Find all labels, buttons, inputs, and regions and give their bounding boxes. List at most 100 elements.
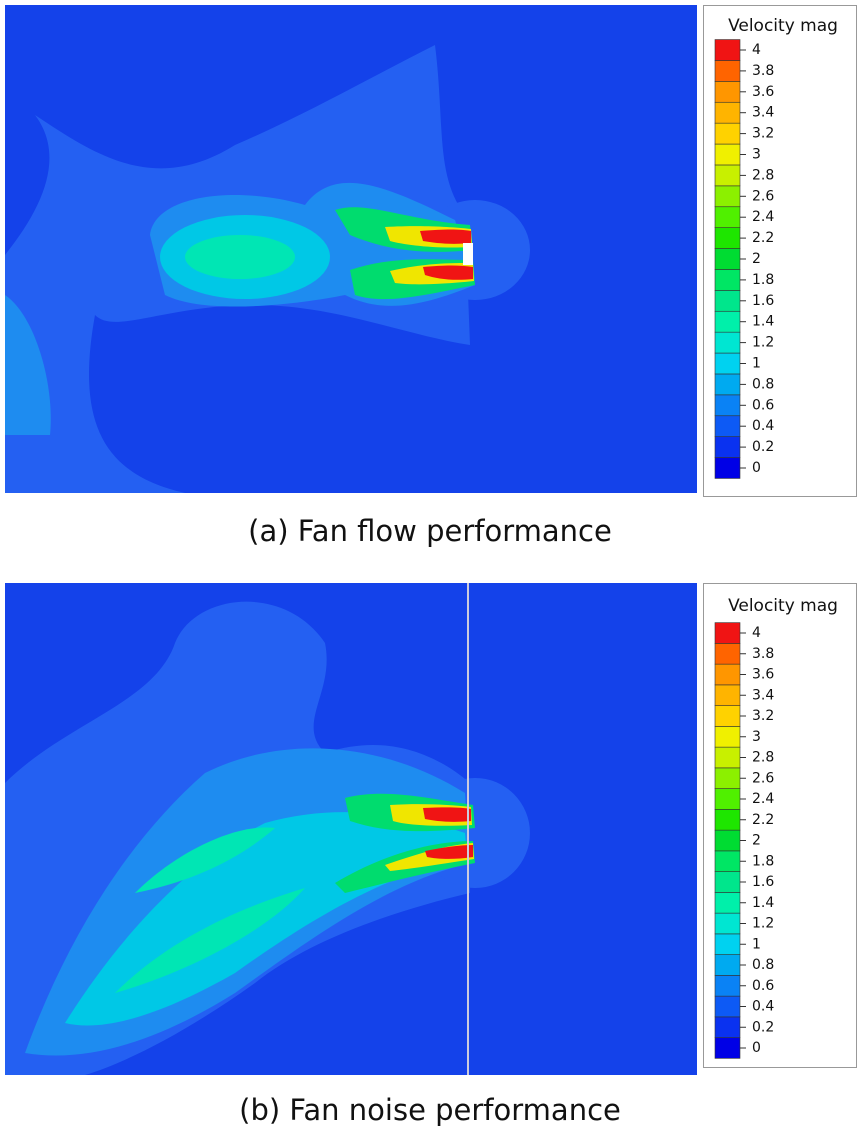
legend-tick-label: 2.6 bbox=[752, 188, 774, 204]
legend-tick-label: 2.8 bbox=[752, 167, 774, 183]
legend-title: Velocity mag bbox=[728, 16, 838, 36]
contour-region bbox=[135, 827, 275, 893]
legend-swatch bbox=[714, 269, 741, 291]
legend-tick-label: 2.2 bbox=[752, 812, 774, 828]
legend-swatch bbox=[714, 164, 741, 187]
legend-tick-label: 1 bbox=[752, 936, 761, 952]
legend-swatch bbox=[714, 684, 741, 706]
contour-region bbox=[115, 888, 305, 993]
contour-region bbox=[185, 235, 295, 279]
contour-region bbox=[5, 295, 51, 435]
legend-swatch bbox=[714, 788, 741, 810]
legend-swatch bbox=[714, 767, 741, 789]
legend-tick-label: 0.8 bbox=[752, 957, 774, 973]
legend-swatch bbox=[714, 726, 741, 748]
legend-swatch bbox=[714, 663, 741, 686]
legend-tick-label: 0 bbox=[752, 1040, 761, 1056]
legend-swatch bbox=[714, 457, 741, 479]
legend-tick-label: 2.6 bbox=[752, 770, 774, 786]
legend-swatch bbox=[714, 975, 741, 997]
legend-tick-label: 4 bbox=[752, 42, 761, 58]
legend-swatch bbox=[714, 331, 741, 354]
legend-tick-label: 3.2 bbox=[752, 126, 774, 142]
legend-swatch bbox=[714, 248, 741, 270]
legend-tick-label: 0.2 bbox=[752, 1019, 774, 1035]
legend-swatch bbox=[714, 39, 741, 61]
legend-tick-label: 2.8 bbox=[752, 750, 774, 766]
caption: (b) Fan noise performance bbox=[239, 1093, 621, 1127]
contour-region bbox=[425, 845, 473, 859]
legend-tick-label: 0.4 bbox=[752, 418, 774, 434]
legend-swatch bbox=[714, 373, 741, 396]
legend-tick-label: 0.6 bbox=[752, 397, 774, 413]
legend-swatch bbox=[714, 352, 741, 375]
contour-region bbox=[423, 265, 473, 280]
legend-swatch bbox=[714, 746, 741, 769]
legend-swatch bbox=[714, 185, 741, 208]
legend-tick-label: 1.4 bbox=[752, 314, 774, 330]
legend-swatch bbox=[714, 81, 741, 103]
legend-tick-label: 2 bbox=[752, 833, 761, 849]
legend-title: Velocity mag bbox=[728, 596, 838, 616]
contour-plot-a bbox=[5, 5, 697, 493]
legend-swatch bbox=[714, 436, 741, 458]
legend-tick-label: 1.6 bbox=[752, 293, 774, 309]
legend-swatch bbox=[714, 1016, 741, 1038]
legend-tick-label: 3.8 bbox=[752, 63, 774, 79]
legend-swatch bbox=[714, 871, 741, 893]
legend-swatch bbox=[714, 101, 741, 124]
legend-tick-label: 1 bbox=[752, 356, 761, 372]
legend-tick-label: 0.2 bbox=[752, 439, 774, 455]
legend-swatch bbox=[714, 622, 741, 644]
legend-tick-label: 3 bbox=[752, 729, 761, 745]
legend-swatch bbox=[714, 394, 741, 417]
contour-region bbox=[423, 807, 471, 822]
legend-tick-label: 2.4 bbox=[752, 791, 774, 807]
legend-swatch bbox=[714, 143, 741, 166]
legend-swatch bbox=[714, 995, 741, 1018]
contour-plot-b bbox=[5, 583, 697, 1075]
legend-swatch bbox=[714, 122, 741, 145]
contour-region bbox=[420, 229, 471, 244]
legend-tick-label: 1.8 bbox=[752, 853, 774, 869]
legend-tick-label: 3.2 bbox=[752, 708, 774, 724]
legend-swatch bbox=[714, 954, 741, 976]
legend-tick-label: 0.6 bbox=[752, 978, 774, 994]
caption: (a) Fan flow performance bbox=[248, 514, 612, 548]
legend-tick-label: 2.4 bbox=[752, 209, 774, 225]
legend-swatch bbox=[714, 415, 741, 437]
legend-tick-label: 1.6 bbox=[752, 874, 774, 890]
legend-tick-label: 1.4 bbox=[752, 895, 774, 911]
legend-swatch bbox=[714, 809, 741, 831]
legend-swatch bbox=[714, 206, 741, 228]
legend-tick-label: 1.2 bbox=[752, 335, 774, 351]
legend-tick-label: 0 bbox=[752, 460, 761, 476]
legend-swatch bbox=[714, 705, 741, 727]
legend-tick-label: 3.6 bbox=[752, 667, 774, 683]
legend-tick-label: 2.2 bbox=[752, 230, 774, 246]
legend-tick-label: 0.4 bbox=[752, 999, 774, 1015]
legend-tick-label: 3.6 bbox=[752, 84, 774, 100]
legend-tick-label: 3.8 bbox=[752, 646, 774, 662]
legend-tick-label: 2 bbox=[752, 251, 761, 267]
legend-swatch bbox=[714, 829, 741, 852]
legend-tick-label: 3.4 bbox=[752, 687, 774, 703]
legend-swatch bbox=[714, 933, 741, 955]
legend-tick-label: 1.8 bbox=[752, 272, 774, 288]
legend-swatch bbox=[714, 912, 741, 935]
legend-tick-label: 4 bbox=[752, 625, 761, 641]
fan bbox=[463, 243, 473, 265]
legend-swatch bbox=[714, 643, 741, 665]
legend-swatch bbox=[714, 850, 741, 872]
legend-tick-label: 3.4 bbox=[752, 105, 774, 121]
legend-swatch bbox=[714, 227, 741, 249]
legend-tick-label: 1.2 bbox=[752, 916, 774, 932]
legend-swatch bbox=[714, 60, 741, 82]
legend-swatch bbox=[714, 1037, 741, 1059]
legend-tick-label: 3 bbox=[752, 147, 761, 163]
legend-swatch bbox=[714, 290, 741, 312]
legend-swatch bbox=[714, 892, 741, 914]
legend-swatch bbox=[714, 310, 741, 333]
